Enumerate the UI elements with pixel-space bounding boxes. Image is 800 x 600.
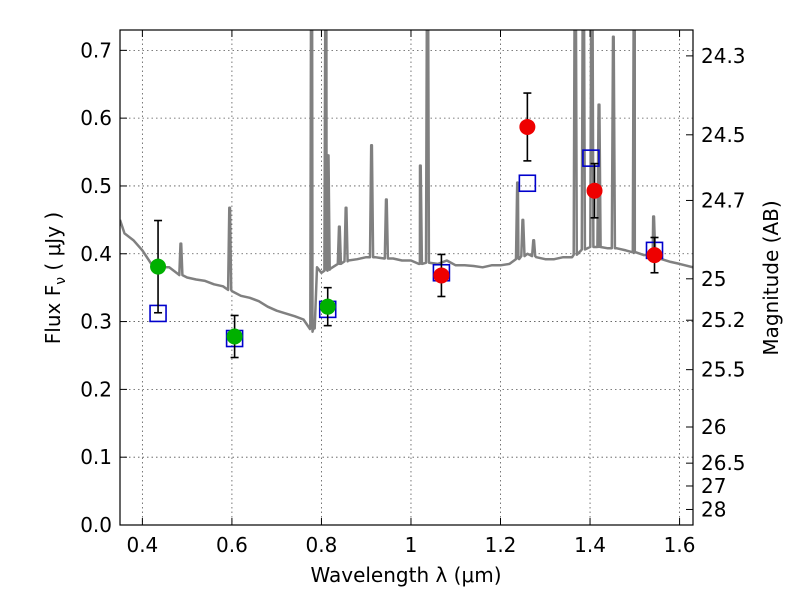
mag-tick-label: 25 <box>701 267 726 291</box>
model-square-marker <box>582 149 600 167</box>
spectrum <box>120 30 693 333</box>
mag-tick-label: 26.5 <box>701 451 746 475</box>
mag-tick-label: 26 <box>701 415 726 439</box>
optical-point-marker <box>226 328 243 345</box>
x-tick-label: 1.4 <box>574 533 606 557</box>
mag-tick-label: 27 <box>701 474 726 498</box>
spectrum-line <box>120 30 693 333</box>
axis-ticks: 0.4 0.6 0.8 1 1.2 1.4 1.6 0.0 0.1 0.2 0.3 0.4 0.5 0.6… <box>80 30 746 557</box>
y-tick-label: 0.4 <box>80 242 112 266</box>
plot-area <box>120 30 693 525</box>
x-axis-title: Wavelength λ (μm) <box>310 563 501 587</box>
optical-point-marker <box>319 298 336 315</box>
plot-frame <box>119 29 694 526</box>
infrared-point-marker <box>646 247 663 264</box>
y-tick-label: 0.3 <box>80 310 112 334</box>
mag-tick-label: 24.3 <box>701 44 746 68</box>
y-axis-title-unit: ( μJy ) <box>41 212 65 277</box>
y-tick-label: 0.2 <box>80 377 112 401</box>
y-axis-title-main: Flux F <box>41 285 65 344</box>
x-tick-label: 1 <box>405 533 418 557</box>
x-tick-label: 0.4 <box>126 533 158 557</box>
x-tick-label: 0.6 <box>216 533 248 557</box>
y-tick-label: 0.6 <box>80 106 112 130</box>
y-axis-title: Flux Fν ( μJy ) <box>41 212 69 344</box>
x-tick-label: 0.8 <box>306 533 338 557</box>
model-square-marker <box>518 174 537 193</box>
y-tick-label: 0.1 <box>80 445 112 469</box>
y-tick-label: 0.0 <box>80 513 112 537</box>
y-tick-label: 0.5 <box>80 174 112 198</box>
y-tick-label: 0.7 <box>80 38 112 62</box>
infrared-point-marker <box>586 182 603 199</box>
x-tick-label: 1.2 <box>485 533 517 557</box>
mag-tick-label: 25.5 <box>701 358 746 382</box>
infrared-point-marker <box>433 267 450 284</box>
optical-point-marker <box>150 258 167 275</box>
mag-tick-label: 28 <box>701 497 726 521</box>
mag-tick-label: 25.2 <box>701 308 746 332</box>
y2-axis-title: Magnitude (AB) <box>759 200 783 355</box>
infrared-point-marker <box>519 118 536 135</box>
mag-tick-label: 24.5 <box>701 123 746 147</box>
mag-tick-label: 24.7 <box>701 188 746 212</box>
x-tick-label: 1.6 <box>664 533 696 557</box>
photometry-markers <box>149 92 664 359</box>
y-axis-title-sub: ν <box>53 277 69 285</box>
